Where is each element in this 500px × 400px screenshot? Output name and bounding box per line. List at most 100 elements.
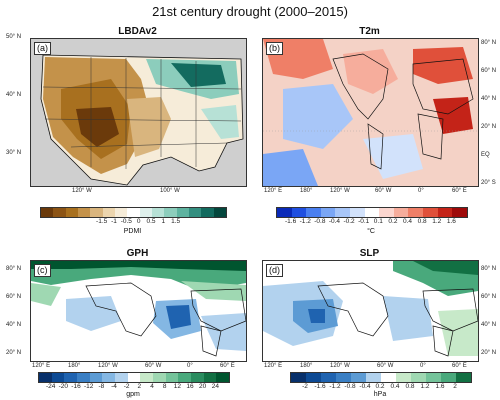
cool-anomaly-pacific: [283, 84, 353, 149]
panel-c-xtick: 60° E: [220, 363, 235, 369]
panel-b-xtick: 180°: [300, 188, 313, 194]
panel-b-ytick: 60° N: [481, 68, 497, 74]
panel-b-ytick: EQ: [481, 152, 490, 158]
coastlines: [85, 282, 246, 357]
colorbar-label: -0.4: [328, 218, 341, 225]
panel-c-ytick: 60° N: [6, 294, 22, 300]
colorbar-swatch: [456, 373, 471, 382]
panel-b-ytick: 20° S: [481, 180, 496, 186]
colorbar-label: -1.6: [314, 383, 326, 390]
negative-core-atlantic: [166, 305, 191, 329]
colorbar-swatch: [411, 373, 426, 382]
colorbar-swatch: [203, 373, 217, 382]
colorbar-label: 4: [150, 383, 154, 390]
panel-d-xtick: 180°: [300, 363, 313, 369]
panel-c-ytick: 20° N: [6, 350, 22, 356]
colorbar-label: 20: [199, 383, 207, 390]
colorbar-swatch: [41, 208, 54, 217]
panel-b-map-svg: [263, 39, 478, 186]
colorbar-swatch: [366, 373, 381, 382]
colorbar-swatch: [165, 373, 179, 382]
colorbar-swatch: [423, 208, 438, 217]
colorbar-swatch: [291, 373, 306, 382]
colorbar-swatch: [379, 208, 394, 217]
positive-anomaly-europe: [181, 281, 246, 301]
panel-d-ytick: 40° N: [481, 322, 497, 328]
colorbar-swatch: [153, 373, 166, 382]
colorbar-swatch: [291, 208, 307, 217]
colorbar-label: 1.6: [446, 218, 456, 225]
colorbar-swatch: [53, 208, 66, 217]
panel-c-ytick: 40° N: [6, 322, 22, 328]
colorbar-swatch: [441, 373, 456, 382]
panel-c-xtick: 180°: [68, 363, 81, 369]
colorbar-swatch: [396, 373, 411, 382]
colorbar-swatch: [102, 208, 115, 217]
negative-anomaly-pacific: [66, 296, 121, 331]
panel-b-unit: °C: [367, 228, 375, 235]
colorbar-swatch: [320, 208, 336, 217]
panel-d-xtick: 60° W: [377, 363, 394, 369]
colorbar-swatch: [140, 373, 154, 382]
colorbar-label: 12: [173, 383, 181, 390]
panel-b-ytick: 20° N: [481, 124, 497, 130]
panel-a-xtick: 100° W: [160, 188, 180, 194]
colorbar-swatch: [335, 208, 351, 217]
colorbar-label: -0.8: [344, 383, 356, 390]
panel-a-map-svg: [31, 39, 246, 186]
colorbar-swatch: [139, 208, 152, 217]
panel-c-colorbar: [38, 372, 230, 383]
colorbar-swatch: [114, 208, 128, 217]
warm-anomaly-na: [343, 49, 398, 94]
colorbar-swatch: [437, 208, 453, 217]
panel-d-xtick: 60° E: [452, 363, 467, 369]
panel-d-xtick: 120° W: [330, 363, 350, 369]
panel-d-ytick: 20° N: [481, 350, 497, 356]
colorbar-swatch: [201, 208, 214, 217]
colorbar-swatch: [321, 373, 336, 382]
positive-core-arctic: [31, 261, 246, 271]
colorbar-swatch: [277, 208, 292, 217]
panel-a-colorbar: [40, 207, 227, 218]
panel-d-ytick: 80° N: [481, 266, 497, 272]
panel-a-ytick: 50° N: [6, 34, 22, 40]
colorbar-label: -0.4: [359, 383, 371, 390]
panel-a-tag: (a): [34, 42, 51, 55]
dry-core: [76, 107, 119, 147]
panel-d-tag: (d): [266, 264, 283, 277]
colorbar-label: -0.1: [358, 218, 370, 225]
panel-c-xtick: 60° W: [145, 363, 162, 369]
coastline: [40, 54, 244, 186]
colorbar-swatch: [336, 373, 351, 382]
panel-a-xtick: 120° W: [72, 188, 92, 194]
colorbar-label: -1: [111, 218, 117, 225]
colorbar-label: 24: [211, 383, 219, 390]
colorbar-swatch: [102, 373, 116, 382]
colorbar-label: 0: [136, 218, 141, 225]
cool-anomaly-sw: [263, 149, 318, 186]
state-boundaries: [42, 57, 242, 169]
colorbar-label: -24: [45, 383, 56, 390]
panel-d-unit: hPa: [373, 391, 387, 398]
panel-b-xtick: 120° W: [330, 188, 350, 194]
colorbar-swatch: [65, 208, 78, 217]
colorbar-swatch: [164, 208, 177, 217]
coastlines: [317, 282, 478, 357]
colorbar-label: -2: [302, 383, 308, 390]
wet-region-east: [201, 105, 239, 139]
panel-b-ytick: 40° N: [481, 96, 497, 102]
colorbar-label: -12: [83, 383, 94, 390]
colorbar-swatch: [213, 208, 226, 217]
colorbar-swatch: [90, 208, 103, 217]
panel-b-xtick: 120° E: [264, 188, 283, 194]
negative-core-pacific: [308, 309, 325, 323]
colorbar-swatch: [408, 208, 424, 217]
positive-anomaly-pacific: [31, 283, 61, 306]
wet-core-north: [171, 63, 226, 87]
panel-d-xtick: 0°: [420, 363, 426, 369]
colorbar-label: 1.2: [420, 383, 430, 390]
panel-b-map: (b): [262, 38, 479, 187]
colorbar-label: 2: [137, 383, 142, 390]
colorbar-swatch: [191, 373, 204, 382]
colorbar-label: 2: [453, 383, 457, 390]
